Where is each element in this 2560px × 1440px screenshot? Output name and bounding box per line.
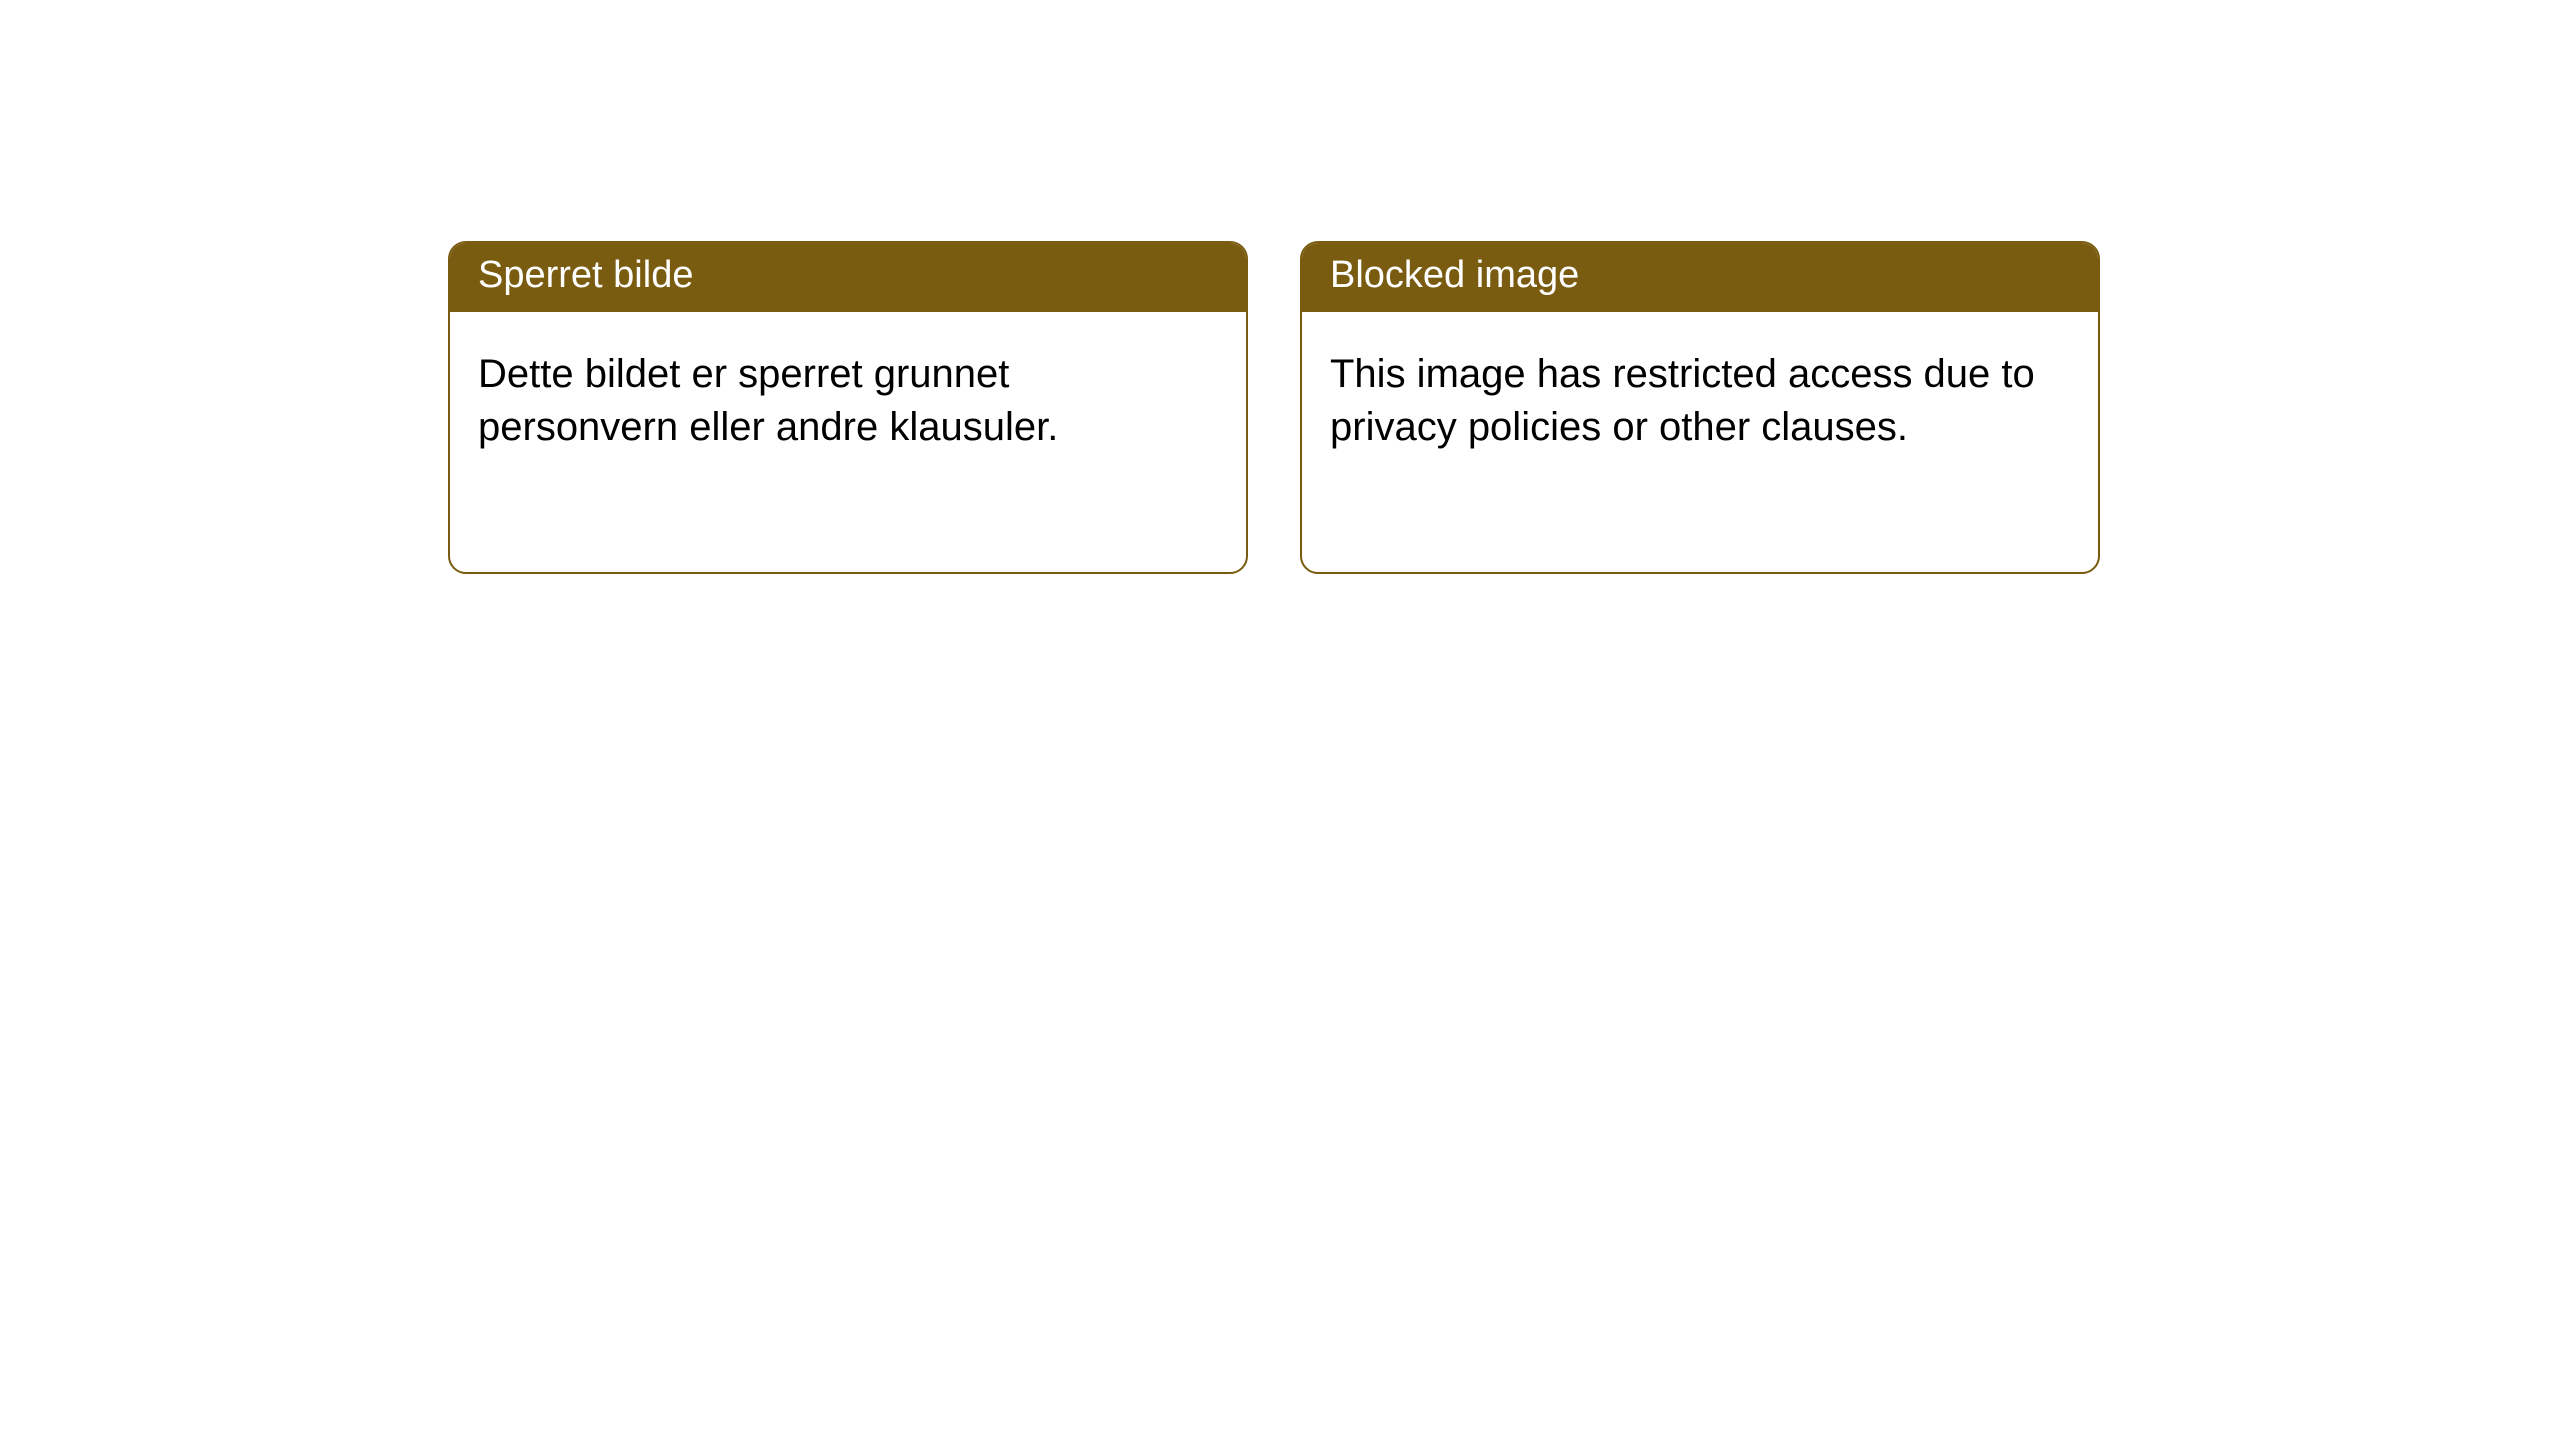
notice-header: Sperret bilde — [450, 243, 1246, 312]
notice-card-english: Blocked image This image has restricted … — [1300, 241, 2100, 574]
notice-card-norwegian: Sperret bilde Dette bildet er sperret gr… — [448, 241, 1248, 574]
notice-body: This image has restricted access due to … — [1302, 312, 2098, 490]
notice-body: Dette bildet er sperret grunnet personve… — [450, 312, 1246, 490]
notice-header: Blocked image — [1302, 243, 2098, 312]
notice-container: Sperret bilde Dette bildet er sperret gr… — [448, 241, 2100, 574]
